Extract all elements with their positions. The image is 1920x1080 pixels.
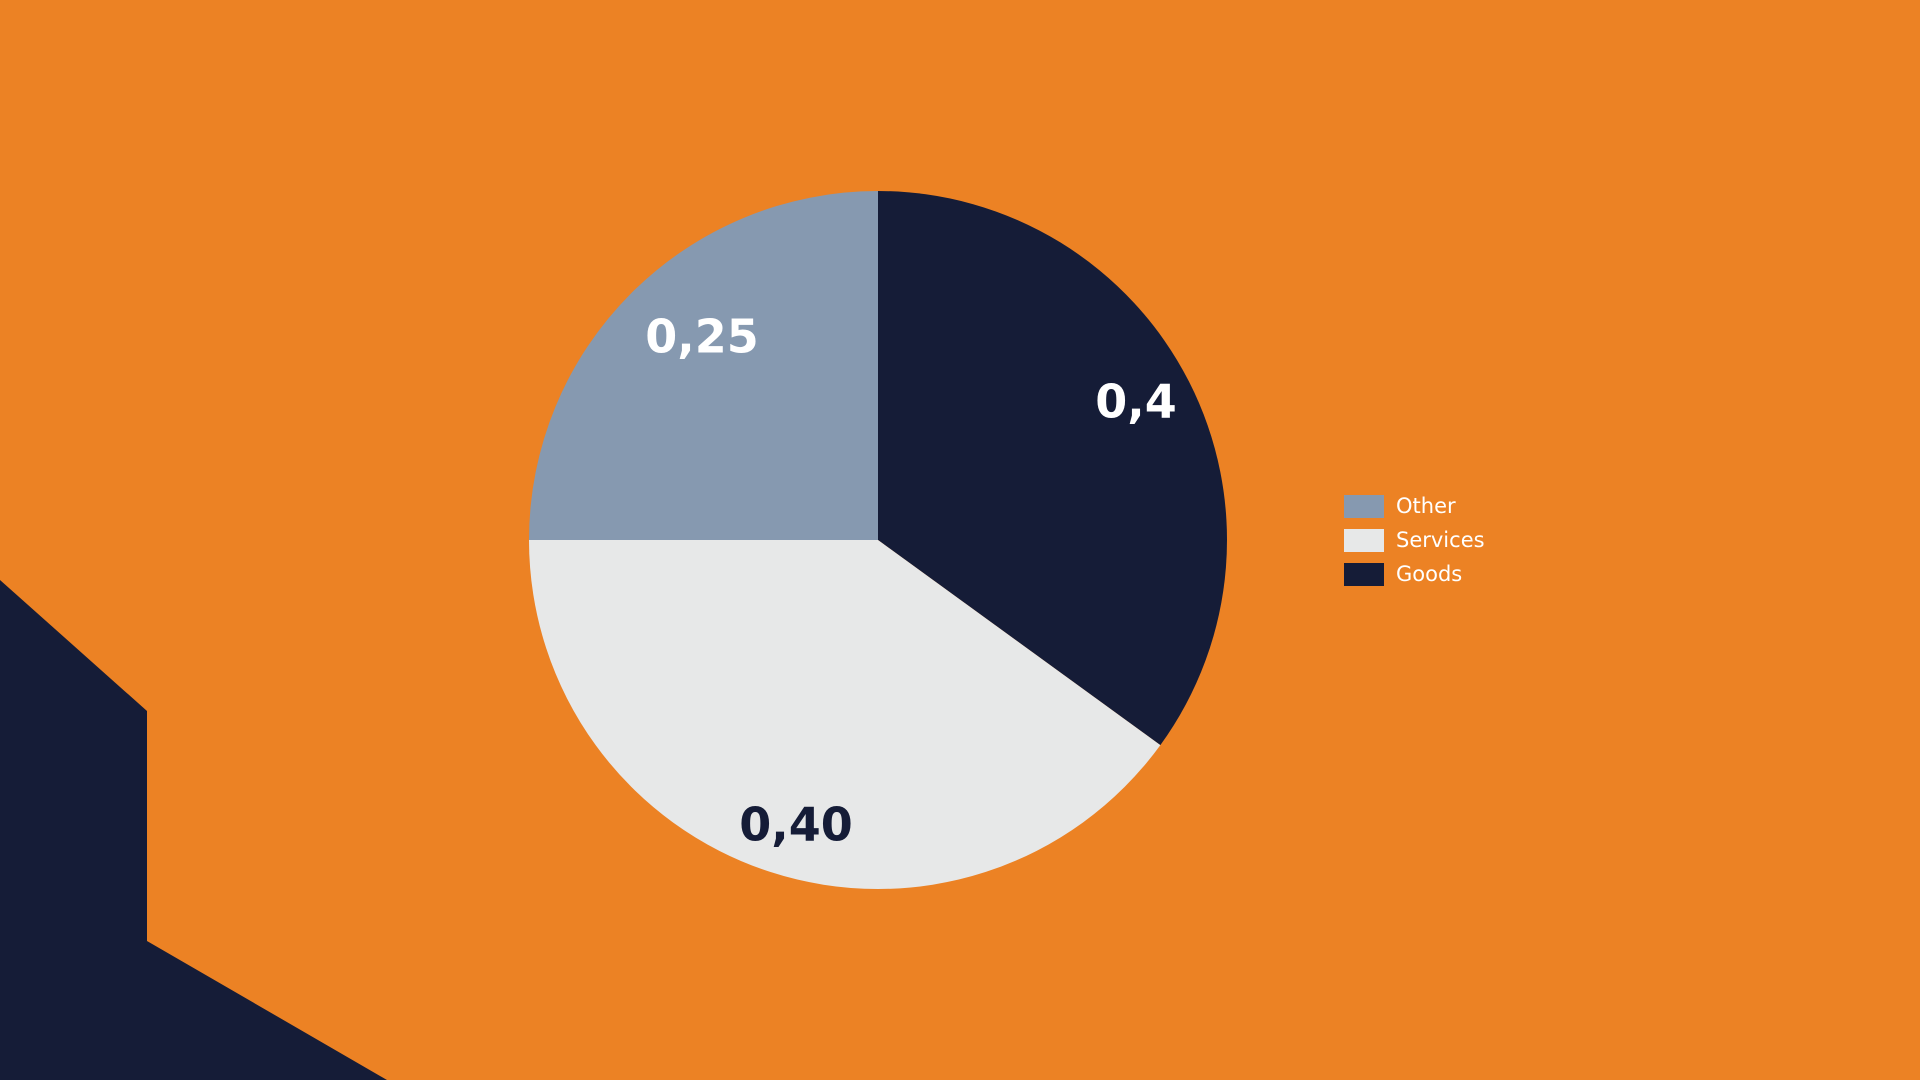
legend-swatch-other [1344,495,1384,518]
pie-slice-other [529,191,878,540]
pie-slice-goods [878,191,1227,746]
legend-swatch-services [1344,529,1384,552]
data-label-services: 0,40 [739,798,853,852]
legend-swatch-goods [1344,563,1384,586]
data-label-other: 0,25 [645,310,759,364]
pie-slice-services [529,540,1161,889]
legend-label-services: Services [1396,528,1485,552]
legend: Other Services Goods [1344,494,1485,586]
pie-chart: 0,4 0,40 0,25 [529,191,1227,889]
decorative-corner-shape [0,580,387,1080]
data-label-goods: 0,4 [1095,375,1177,429]
legend-label-goods: Goods [1396,562,1462,586]
legend-label-other: Other [1396,494,1456,518]
